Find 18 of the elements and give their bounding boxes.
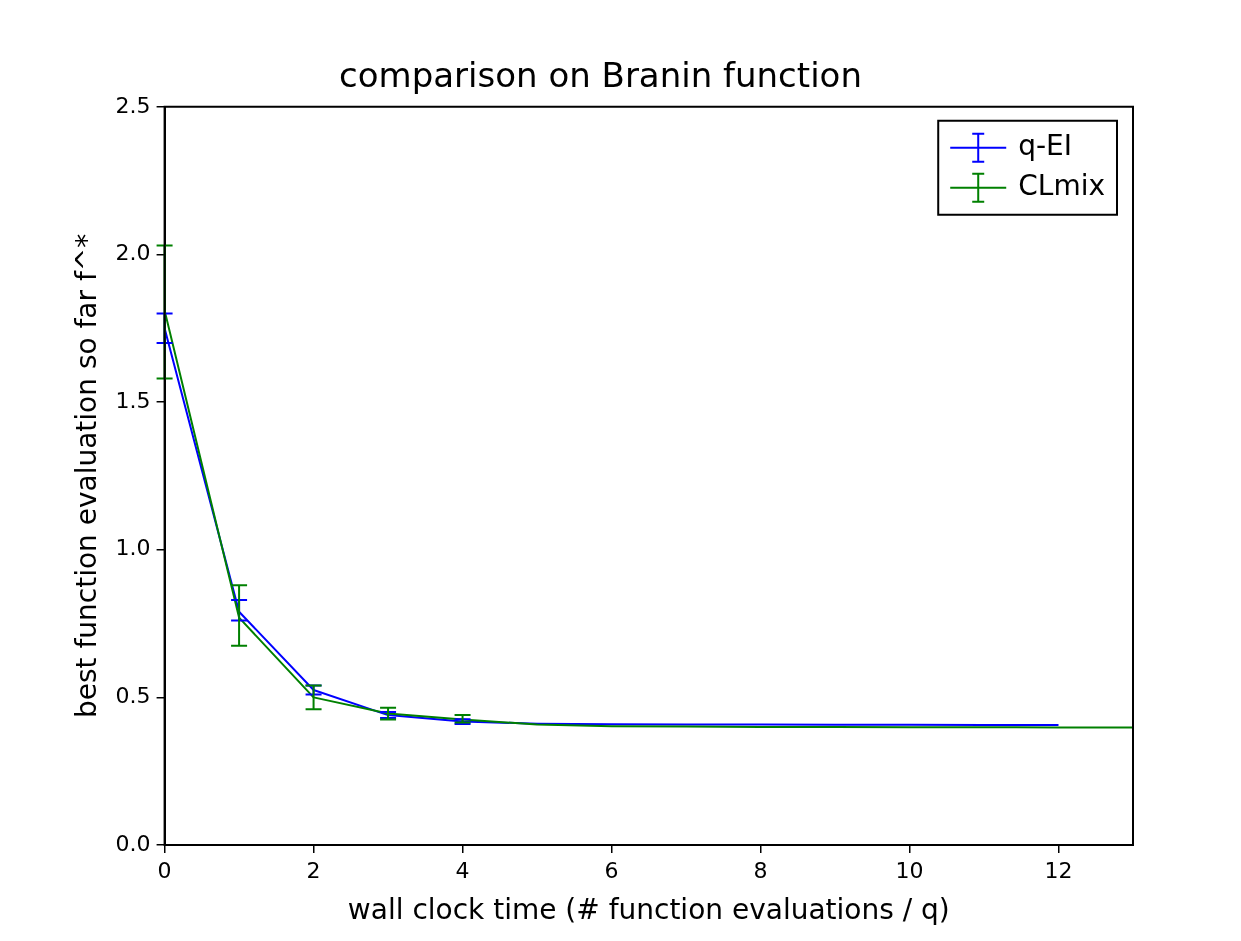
y-tick-label: 1.0 <box>115 535 151 561</box>
x-tick-label: 8 <box>753 857 768 883</box>
x-tick-label: 6 <box>604 857 619 883</box>
x-tick-label: 2 <box>306 857 321 883</box>
y-tick-label: 0.5 <box>115 683 151 709</box>
legend-label: CLmix <box>1018 169 1106 203</box>
y-tick-label: 2.0 <box>115 240 151 266</box>
y-tick-label: 1.5 <box>115 387 151 413</box>
x-tick-label: 12 <box>1044 857 1073 883</box>
chart-title: comparison on Branin function <box>339 55 862 96</box>
x-tick-label: 10 <box>895 857 924 883</box>
x-tick-label: 0 <box>157 857 172 883</box>
y-tick-label: 0.0 <box>115 830 151 856</box>
y-tick-label: 2.5 <box>115 92 151 118</box>
legend-label: q-EI <box>1018 129 1073 163</box>
y-axis-title: best function evaluation so far f^* <box>70 233 104 719</box>
x-axis-title: wall clock time (# function evaluations / q) <box>347 893 950 927</box>
x-tick-label: 4 <box>455 857 470 883</box>
